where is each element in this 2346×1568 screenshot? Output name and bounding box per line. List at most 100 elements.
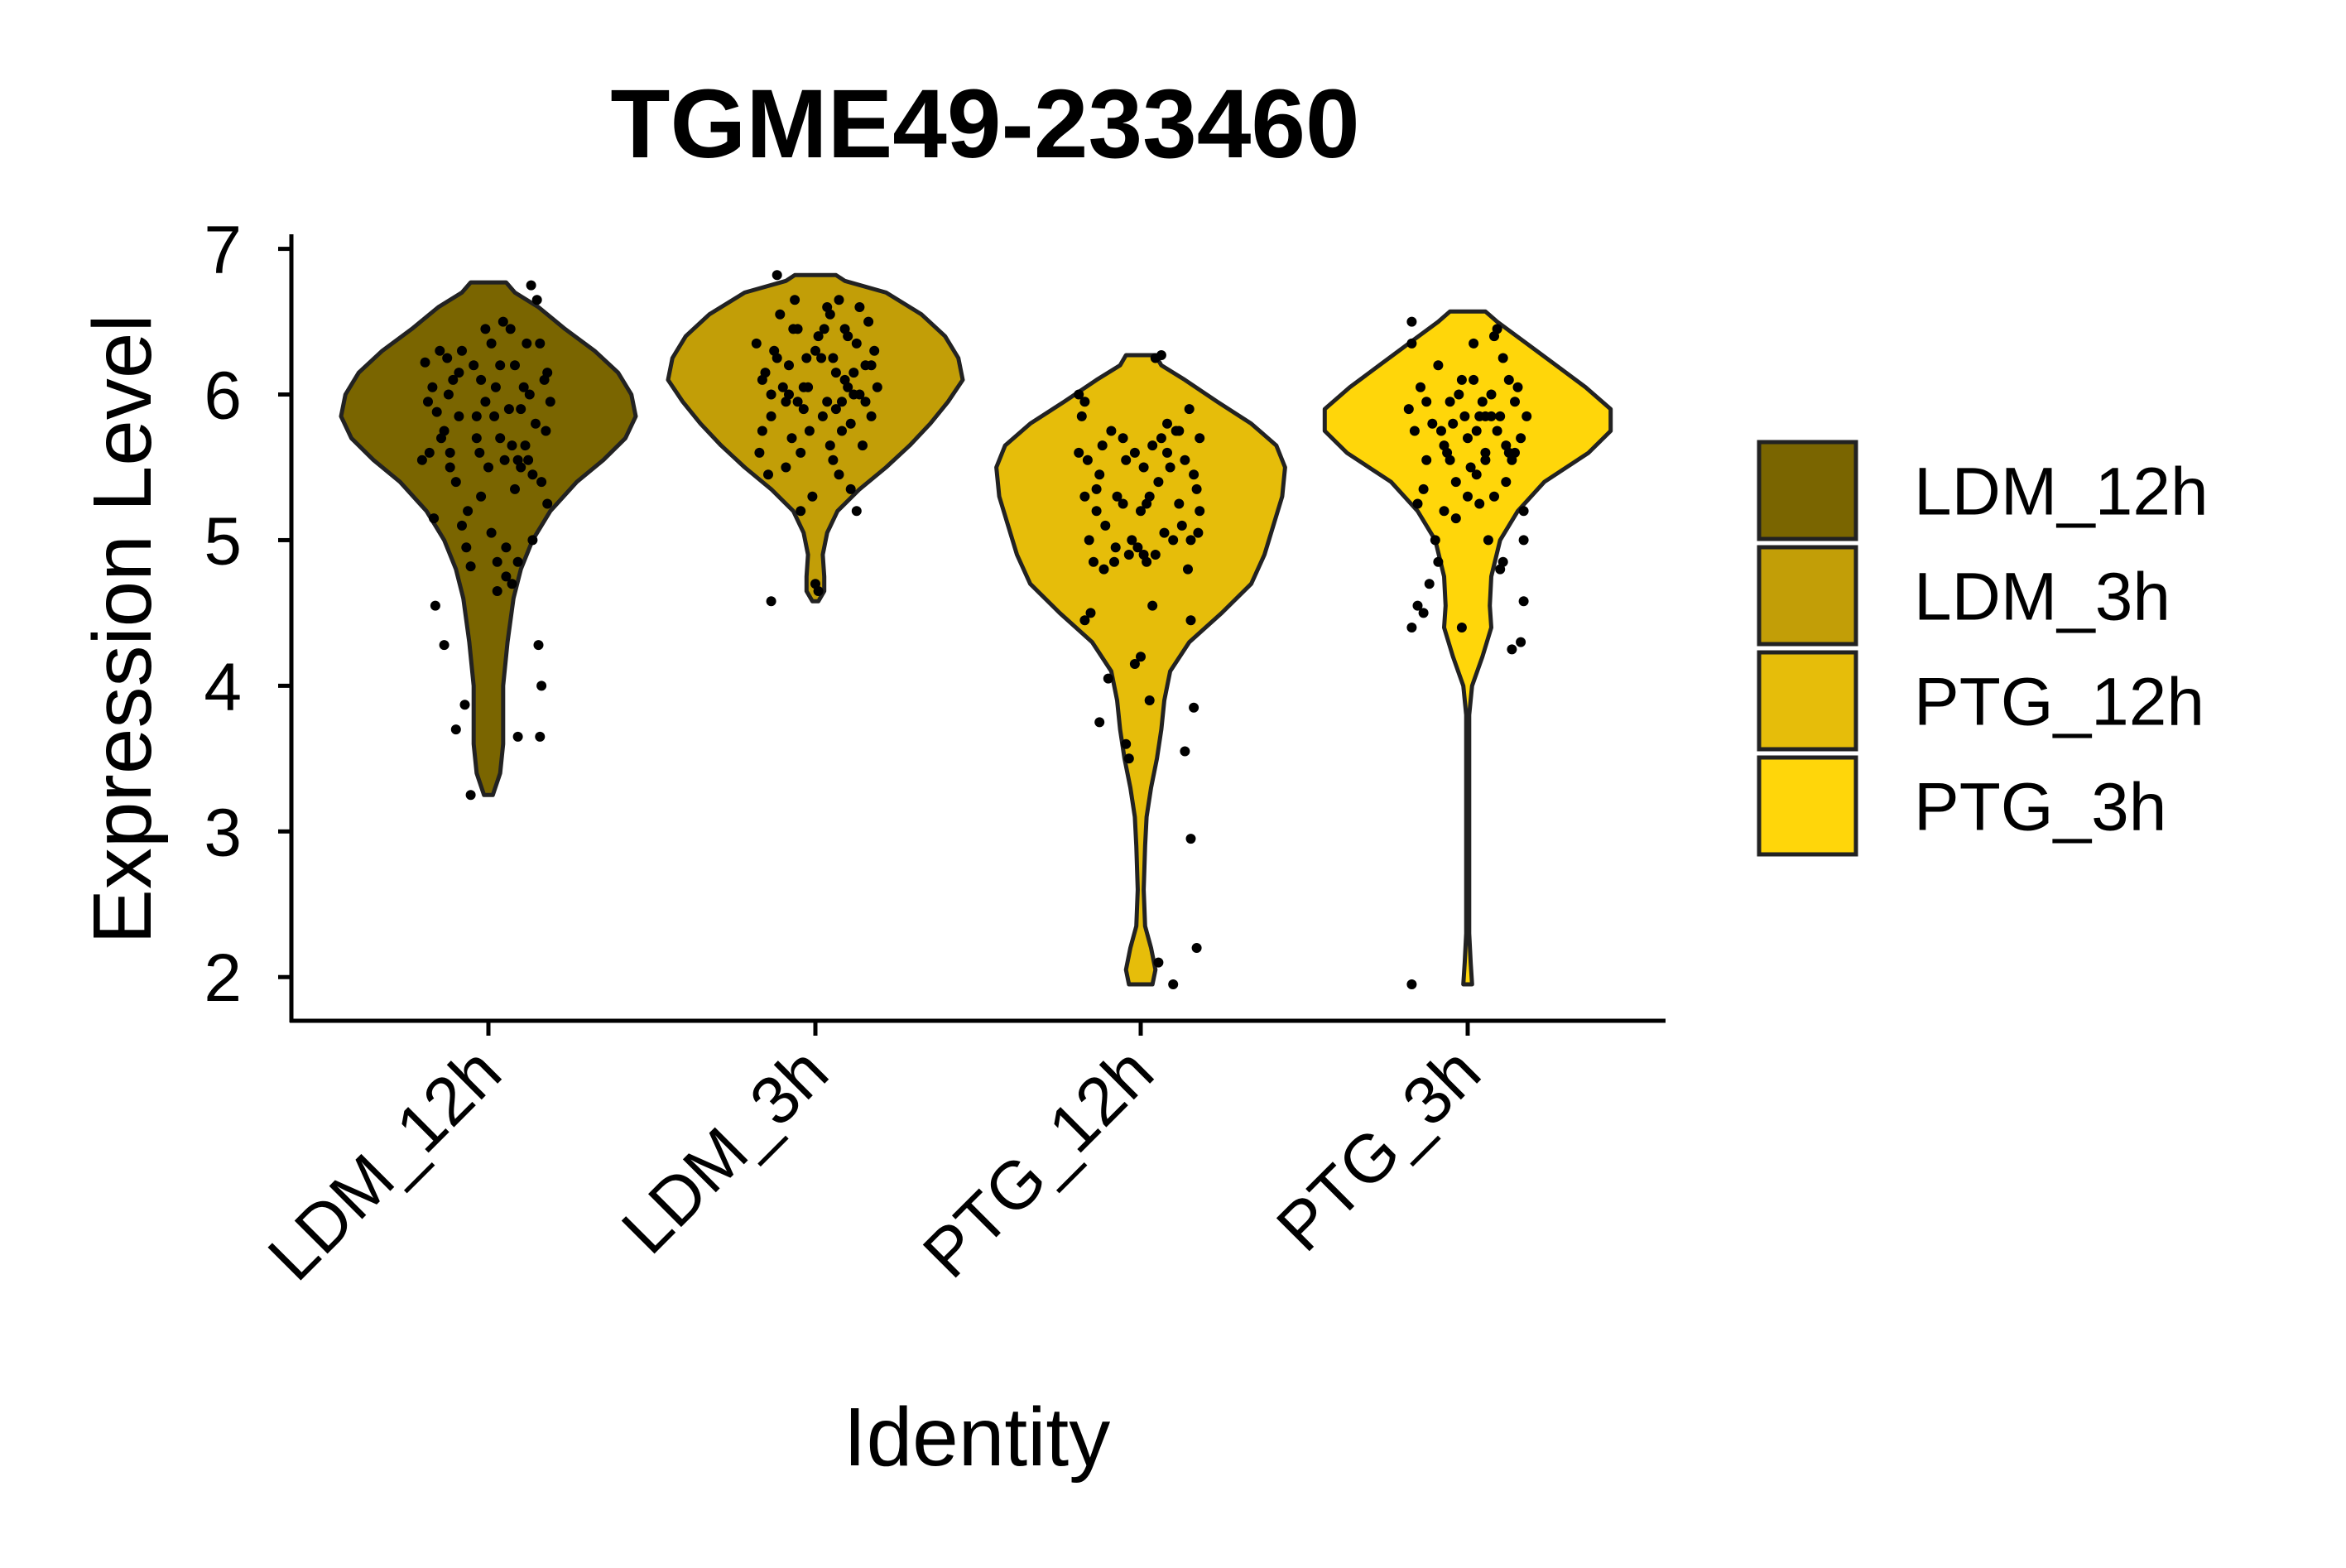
data-point-PTG_12h: [1153, 477, 1164, 488]
data-point-PTG_12h: [1121, 738, 1132, 749]
data-point-LDM_12h: [492, 586, 502, 596]
data-point-LDM_3h: [751, 338, 762, 349]
violin-LDM_3h: [666, 272, 965, 604]
data-point-LDM_12h: [430, 600, 440, 611]
data-point-LDM_3h: [766, 389, 776, 400]
data-point-PTG_12h: [1118, 498, 1128, 509]
data-point-LDM_3h: [784, 360, 794, 371]
data-point-PTG_12h: [1180, 455, 1190, 465]
data-point-LDM_12h: [424, 447, 435, 458]
data-point-LDM_12h: [469, 360, 479, 371]
data-point-PTG_12h: [1129, 447, 1140, 458]
data-point-PTG_3h: [1463, 433, 1473, 444]
data-point-LDM_3h: [810, 345, 820, 356]
data-point-PTG_12h: [1094, 717, 1105, 728]
data-point-PTG_3h: [1421, 455, 1432, 465]
data-point-LDM_3h: [851, 506, 862, 517]
x-tick-label: PTG_12h: [909, 1033, 1168, 1292]
data-point-LDM_12h: [541, 426, 551, 436]
chart-title: TGME49-233460: [610, 70, 1359, 179]
data-point-PTG_3h: [1518, 535, 1529, 546]
data-point-LDM_3h: [760, 368, 771, 378]
data-point-LDM_12h: [476, 491, 487, 502]
data-point-LDM_3h: [828, 455, 839, 465]
data-point-PTG_3h: [1406, 979, 1417, 989]
data-point-PTG_3h: [1469, 374, 1479, 385]
data-point-LDM_12h: [542, 368, 553, 378]
data-point-PTG_12h: [1147, 440, 1158, 451]
data-point-LDM_3h: [843, 382, 853, 392]
data-point-PTG_12h: [1195, 433, 1205, 444]
data-point-PTG_12h: [1110, 542, 1121, 553]
data-point-PTG_12h: [1098, 564, 1109, 575]
data-point-PTG_3h: [1450, 513, 1461, 524]
data-point-LDM_3h: [777, 382, 788, 392]
data-point-PTG_12h: [1123, 753, 1134, 764]
data-point-LDM_12h: [489, 411, 500, 421]
data-point-LDM_3h: [839, 324, 850, 334]
data-point-PTG_12h: [1118, 433, 1128, 444]
data-point-LDM_3h: [854, 302, 865, 312]
legend-swatch-LDM_12h: [1757, 440, 1858, 541]
data-point-PTG_3h: [1503, 374, 1514, 385]
legend-label-PTG_3h: PTG_3h: [1914, 770, 2166, 845]
data-point-LDM_12h: [518, 382, 529, 392]
data-point-LDM_12h: [465, 790, 476, 801]
data-point-PTG_3h: [1474, 498, 1485, 509]
data-point-PTG_3h: [1450, 477, 1461, 488]
data-point-LDM_12h: [480, 324, 491, 334]
data-point-LDM_12h: [523, 455, 534, 465]
data-point-LDM_12h: [501, 542, 512, 553]
data-point-PTG_3h: [1518, 506, 1529, 517]
data-point-PTG_12h: [1079, 397, 1090, 407]
data-point-LDM_3h: [834, 295, 844, 305]
data-point-LDM_12h: [474, 447, 485, 458]
data-point-PTG_12h: [1185, 615, 1196, 626]
data-point-LDM_3h: [837, 397, 847, 407]
data-point-PTG_12h: [1193, 527, 1204, 538]
data-point-PTG_3h: [1406, 316, 1417, 327]
data-point-PTG_12h: [1144, 695, 1155, 705]
data-point-PTG_3h: [1412, 498, 1423, 509]
data-point-LDM_12h: [471, 411, 482, 421]
data-point-PTG_3h: [1445, 397, 1455, 407]
data-point-PTG_3h: [1483, 535, 1493, 546]
data-point-LDM_12h: [429, 513, 440, 524]
data-point-PTG_12h: [1109, 556, 1119, 567]
data-point-PTG_3h: [1497, 353, 1508, 363]
data-point-PTG_12h: [1185, 535, 1196, 546]
data-point-PTG_12h: [1183, 564, 1193, 575]
violin-LDM_12h: [339, 280, 638, 797]
data-point-LDM_12h: [512, 556, 523, 567]
data-point-LDM_3h: [754, 447, 765, 458]
data-point-PTG_12h: [1162, 418, 1172, 429]
data-point-PTG_3h: [1518, 596, 1529, 607]
data-point-LDM_3h: [869, 345, 880, 356]
data-point-LDM_12h: [465, 561, 476, 572]
y-tick-label: 6: [204, 358, 242, 434]
data-point-PTG_3h: [1477, 397, 1488, 407]
data-point-LDM_12h: [445, 447, 455, 458]
data-point-LDM_3h: [757, 426, 767, 436]
data-point-PTG_3h: [1416, 382, 1425, 392]
data-point-LDM_12h: [427, 382, 438, 392]
data-point-LDM_3h: [804, 426, 815, 436]
data-point-LDM_12h: [443, 389, 454, 400]
data-point-PTG_3h: [1469, 338, 1479, 349]
data-point-LDM_3h: [866, 411, 877, 421]
data-point-LDM_12h: [420, 357, 430, 368]
data-point-LDM_12h: [520, 440, 531, 451]
data-point-PTG_3h: [1424, 579, 1435, 589]
data-point-LDM_12h: [416, 455, 427, 465]
data-point-PTG_3h: [1445, 455, 1455, 465]
data-point-PTG_3h: [1495, 411, 1506, 421]
y-tick-label: 4: [204, 649, 242, 724]
x-axis-title: Identity: [844, 1391, 1110, 1484]
data-point-LDM_12h: [454, 411, 464, 421]
data-point-PTG_3h: [1486, 389, 1497, 400]
data-point-PTG_12h: [1079, 615, 1090, 626]
data-point-PTG_12h: [1097, 440, 1108, 451]
data-point-PTG_12h: [1106, 426, 1117, 436]
data-point-PTG_12h: [1174, 426, 1185, 436]
